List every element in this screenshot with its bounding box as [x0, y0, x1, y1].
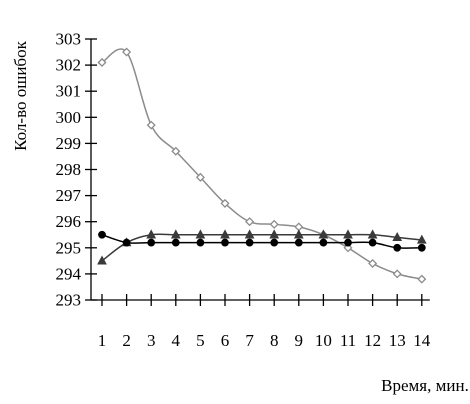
data-point	[245, 238, 254, 247]
y-tick-label: 296	[56, 212, 82, 231]
data-point	[195, 172, 205, 182]
data-point	[270, 238, 279, 247]
x-tick-label: 2	[122, 331, 131, 350]
y-tick-label: 303	[56, 30, 82, 49]
x-tick-label: 9	[295, 331, 304, 350]
data-point	[97, 57, 107, 68]
y-tick-label: 299	[56, 134, 82, 153]
axes	[85, 38, 430, 306]
data-point	[269, 219, 279, 229]
x-tick-label: 8	[270, 331, 279, 350]
data-point	[293, 229, 304, 239]
y-tick-labels: 293 294 295 296 297 298 299 300 301 302 303	[56, 30, 82, 310]
x-tick-label: 6	[221, 331, 230, 350]
data-point	[147, 238, 156, 247]
y-tick-label: 300	[56, 108, 82, 127]
x-tick-label: 4	[172, 331, 181, 350]
data-point	[319, 238, 328, 247]
x-tick-label: 12	[364, 331, 381, 350]
data-point	[392, 269, 402, 279]
x-tick-label: 11	[340, 331, 356, 350]
series-layer	[97, 47, 427, 284]
data-point	[269, 229, 280, 239]
data-point	[393, 243, 402, 252]
data-point	[220, 198, 230, 208]
y-tick-label: 293	[56, 291, 82, 310]
x-tick-labels: 1 2 3 4 5 6 7 8 9 10 11 12 13 14	[98, 331, 431, 350]
data-point	[221, 238, 229, 247]
data-point	[195, 229, 206, 239]
x-tick-label: 13	[389, 331, 406, 350]
data-point	[344, 238, 352, 247]
data-point	[122, 238, 131, 247]
data-point	[244, 229, 255, 239]
y-tick-label: 295	[56, 238, 82, 257]
y-tick-label: 294	[56, 264, 82, 283]
data-point	[171, 238, 180, 247]
data-point	[220, 229, 230, 239]
data-point	[368, 258, 378, 268]
data-point	[146, 229, 157, 239]
data-point	[97, 255, 107, 265]
data-point	[171, 146, 181, 156]
data-point	[294, 238, 303, 247]
data-point	[416, 234, 427, 244]
series-diamond	[97, 47, 427, 284]
y-tick-label: 298	[56, 160, 82, 179]
data-point	[417, 274, 427, 284]
y-tick-label: 302	[56, 56, 82, 75]
data-point	[170, 229, 181, 239]
data-point	[417, 243, 426, 252]
x-tick-label: 1	[98, 331, 107, 350]
data-point	[343, 229, 353, 239]
x-tick-label: 3	[147, 331, 156, 350]
data-point	[367, 229, 378, 239]
data-point	[146, 120, 156, 130]
data-point	[98, 230, 106, 239]
data-point	[368, 238, 377, 247]
series-circle	[98, 230, 426, 252]
x-tick-label: 5	[196, 331, 205, 350]
y-tick-label: 301	[56, 82, 82, 101]
y-axis-title: Кол-во ошибок	[11, 40, 30, 150]
data-point	[196, 238, 205, 247]
y-tick-label: 297	[56, 186, 82, 205]
series-triangle	[97, 229, 427, 265]
data-point	[245, 217, 255, 227]
data-point	[122, 47, 132, 57]
x-tick-label: 7	[245, 331, 254, 350]
x-tick-label: 10	[315, 331, 332, 350]
data-point	[392, 232, 403, 242]
data-point	[318, 229, 329, 239]
x-tick-label: 14	[413, 331, 431, 350]
x-axis-title: Время, мин.	[381, 376, 469, 395]
